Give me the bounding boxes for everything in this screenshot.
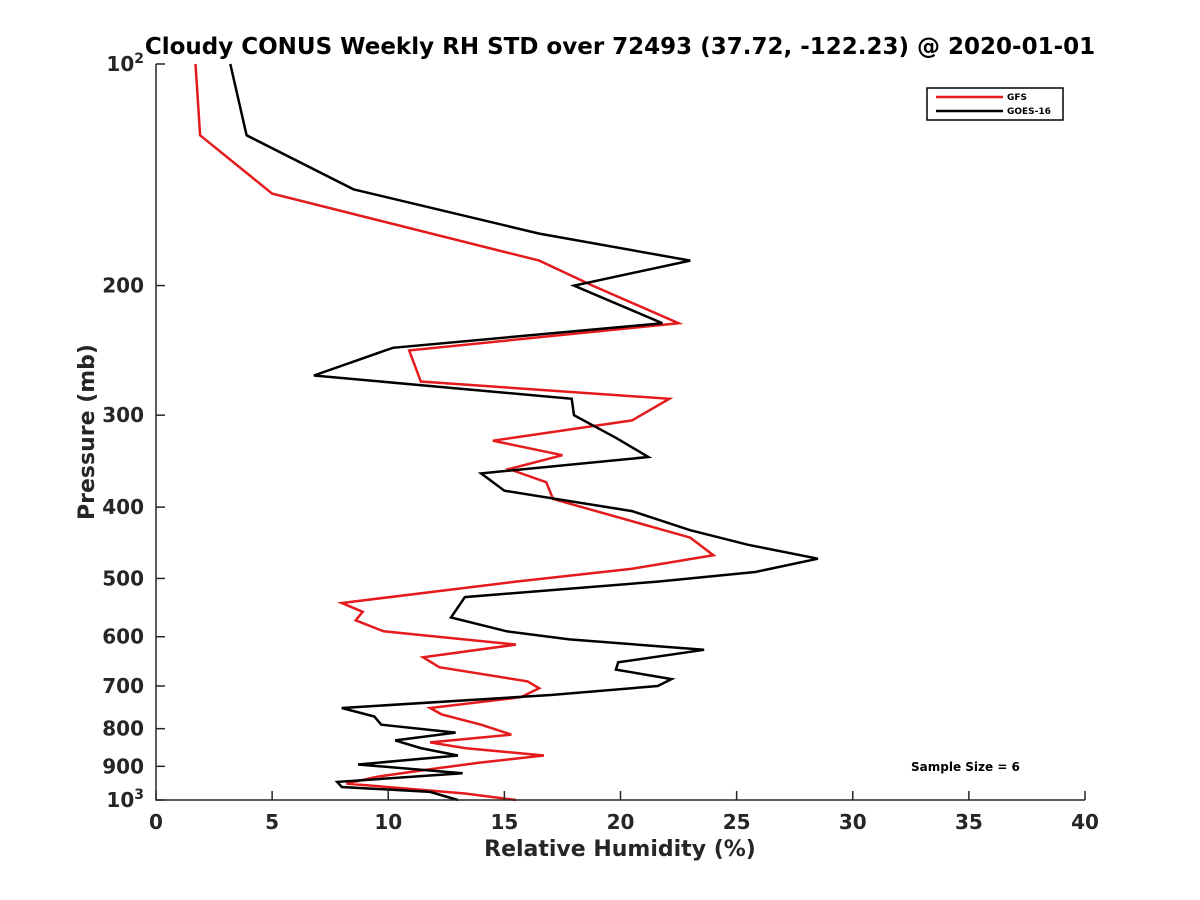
y-tick-label: 102 bbox=[106, 51, 144, 76]
y-tick-label: 600 bbox=[102, 625, 144, 649]
y-tick-label: 300 bbox=[102, 403, 144, 427]
legend-box bbox=[926, 87, 1064, 121]
x-axis-label: Relative Humidity (%) bbox=[484, 837, 756, 862]
y-tick-label: 200 bbox=[102, 274, 144, 298]
y-tick-label: 400 bbox=[102, 495, 144, 519]
y-axis: 102 200 300 400 500 600 700 800 900 103 bbox=[102, 51, 165, 812]
plot-lines bbox=[194, 63, 819, 802]
x-axis: 0 5 10 15 20 25 30 35 40 bbox=[149, 791, 1099, 834]
chart-title: Cloudy CONUS Weekly RH STD over 72493 (3… bbox=[145, 34, 1095, 60]
x-tick-label: 20 bbox=[607, 810, 635, 834]
x-tick-label: 5 bbox=[265, 810, 279, 834]
x-tick-label: 40 bbox=[1071, 810, 1099, 834]
y-axis-label: Pressure (mb) bbox=[75, 344, 100, 520]
series-line-gfs bbox=[194, 63, 717, 802]
y-tick-label: 103 bbox=[106, 787, 144, 812]
y-tick-label: 500 bbox=[102, 566, 144, 590]
legend-label-goes-16: GOES-16 bbox=[1007, 107, 1051, 117]
x-tick-label: 35 bbox=[955, 810, 983, 834]
y-tick-label: 800 bbox=[102, 717, 144, 741]
sample-size-annotation: Sample Size = 6 bbox=[911, 760, 1020, 774]
x-tick-label: 25 bbox=[723, 810, 751, 834]
x-tick-label: 15 bbox=[490, 810, 518, 834]
x-tick-label: 0 bbox=[149, 810, 163, 834]
x-tick-label: 10 bbox=[374, 810, 402, 834]
series-line-goes-16 bbox=[229, 63, 819, 802]
y-tick-label: 700 bbox=[102, 674, 144, 698]
y-tick-label: 900 bbox=[102, 754, 144, 778]
legend-label-gfs: GFS bbox=[1007, 93, 1027, 103]
legend: GFS GOES-16 bbox=[926, 87, 1064, 121]
x-tick-label: 30 bbox=[839, 810, 867, 834]
